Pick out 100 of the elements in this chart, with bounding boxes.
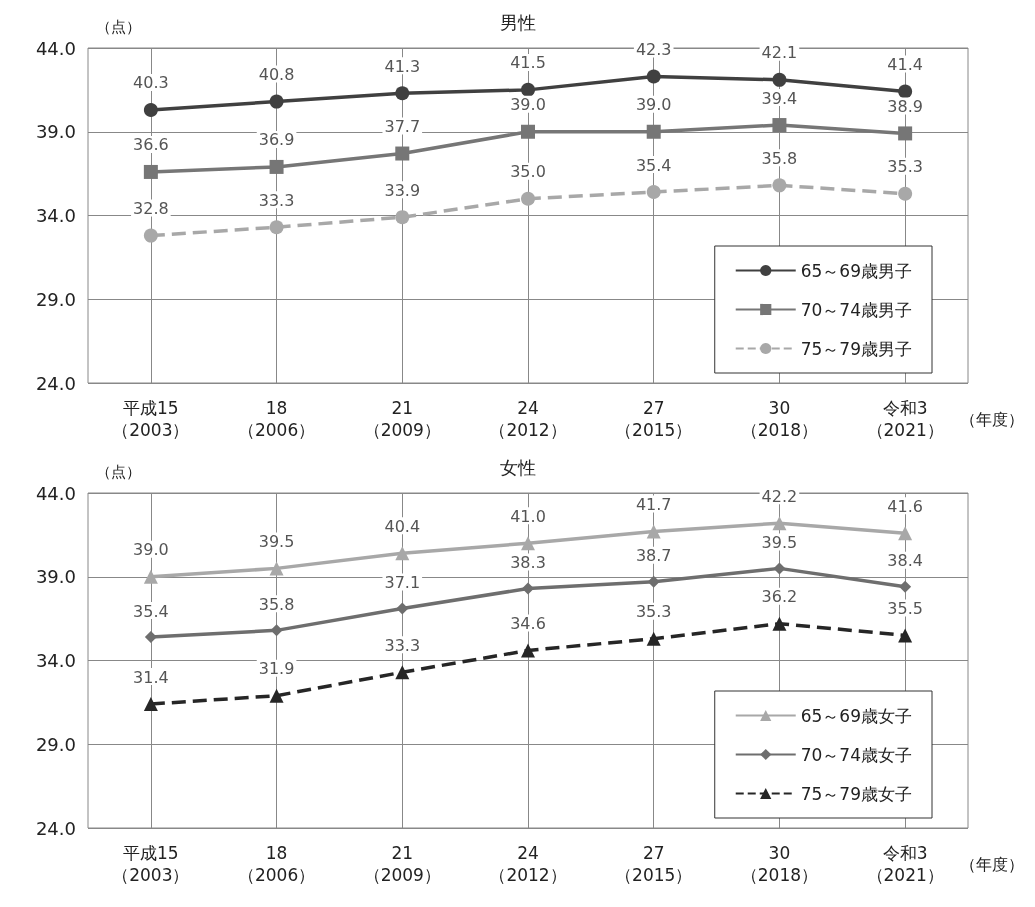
y-tick-label: 39.0 — [35, 566, 76, 588]
x-tick-label: 18 （2006） — [237, 843, 316, 885]
x-tick-label: 27 （2015） — [615, 398, 693, 440]
point — [646, 524, 661, 539]
x-axis-title: （年度） — [960, 854, 1024, 874]
data-label: 35.5 — [887, 598, 923, 618]
point — [521, 82, 535, 97]
point — [143, 102, 158, 117]
point — [521, 124, 535, 139]
point — [646, 69, 661, 84]
point — [647, 575, 660, 588]
point — [143, 697, 158, 712]
point — [898, 186, 913, 201]
x-tick-label: 令和3 （2021） — [866, 398, 944, 440]
point — [898, 628, 913, 643]
legend-label: 70～74歳男子 — [800, 299, 912, 320]
y-tick-label: 34.0 — [35, 205, 76, 226]
data-label: 35.8 — [761, 148, 798, 168]
x-tick-label: 24 （2012） — [489, 398, 567, 440]
data-label: 35.3 — [635, 602, 672, 622]
data-label: 36.2 — [761, 587, 798, 607]
point — [899, 580, 912, 593]
data-label: 37.1 — [384, 573, 421, 593]
y-tick-label: 44.0 — [35, 482, 76, 504]
legend-label: 75～79歳男子 — [800, 338, 912, 359]
data-label: 38.3 — [510, 552, 546, 572]
point — [772, 72, 787, 87]
data-label: 35.0 — [510, 162, 546, 182]
data-label: 41.5 — [510, 53, 546, 73]
point — [521, 191, 535, 206]
chart-title: 女性 — [499, 456, 536, 478]
point — [522, 582, 534, 595]
point — [773, 562, 786, 575]
data-label: 36.6 — [133, 135, 169, 155]
x-tick-label: 24 （2012） — [489, 843, 567, 885]
legend-label: 75～79歳女子 — [800, 783, 912, 804]
x-tick-label: 平成15 （2003） — [112, 843, 190, 885]
point — [521, 643, 535, 658]
y-tick-label: 29.0 — [35, 733, 76, 755]
point — [395, 146, 410, 161]
y-tick-label: 24.0 — [35, 372, 76, 394]
data-label: 35.3 — [887, 157, 923, 177]
data-label: 40.4 — [384, 516, 421, 536]
point — [521, 536, 535, 551]
point — [396, 602, 409, 615]
point — [898, 126, 913, 141]
point — [143, 569, 158, 584]
point — [646, 124, 661, 139]
y-tick-label: 24.0 — [35, 817, 76, 839]
data-label: 38.7 — [635, 546, 672, 566]
data-label: 41.7 — [635, 495, 672, 515]
legend-label: 65～69歳女子 — [800, 705, 912, 726]
point — [772, 616, 787, 631]
chart-title: 男性 — [499, 11, 536, 33]
point — [772, 178, 787, 193]
y-tick-label: 44.0 — [35, 37, 76, 59]
legend-label: 65～69歳男子 — [800, 260, 912, 281]
data-label: 42.2 — [761, 486, 798, 506]
point — [269, 94, 284, 109]
data-label: 40.8 — [258, 65, 295, 85]
data-label: 39.5 — [761, 532, 798, 552]
point — [646, 631, 661, 646]
data-label: 41.3 — [384, 56, 421, 76]
data-label: 35.8 — [258, 594, 295, 614]
point — [143, 228, 158, 243]
data-label: 38.4 — [887, 551, 923, 571]
data-label: 42.1 — [761, 43, 798, 63]
x-tick-label: 21 （2009） — [363, 398, 441, 440]
point — [269, 561, 284, 576]
point — [143, 164, 158, 179]
point — [772, 118, 787, 133]
data-label: 39.0 — [635, 95, 672, 115]
data-label: 34.6 — [510, 613, 546, 633]
data-label: 33.9 — [384, 180, 421, 200]
data-label: 41.4 — [887, 55, 923, 75]
data-label: 39.0 — [510, 95, 546, 115]
data-label: 37.7 — [384, 117, 421, 137]
point — [395, 86, 410, 101]
data-label: 39.4 — [761, 88, 798, 108]
data-label: 31.9 — [258, 659, 295, 679]
point — [898, 84, 913, 99]
x-tick-label: 18 （2006） — [237, 398, 316, 440]
point — [269, 220, 284, 235]
data-label: 41.6 — [887, 496, 923, 516]
point — [772, 516, 787, 531]
data-label: 33.3 — [258, 190, 295, 210]
x-tick-label: 30 （2018） — [740, 843, 819, 885]
point — [144, 631, 157, 644]
x-axis-title: （年度） — [960, 409, 1024, 429]
y-axis-title: （点） — [95, 17, 141, 36]
data-label: 35.4 — [133, 601, 169, 621]
legend-label: 70～74歳女子 — [800, 744, 912, 765]
x-tick-label: 平成15 （2003） — [112, 398, 190, 440]
data-label: 41.0 — [510, 506, 546, 526]
point — [269, 159, 284, 174]
point — [395, 665, 410, 680]
x-tick-label: 30 （2018） — [740, 398, 819, 440]
x-tick-label: 令和3 （2021） — [866, 843, 944, 885]
x-tick-label: 21 （2009） — [363, 843, 441, 885]
point — [269, 688, 284, 703]
